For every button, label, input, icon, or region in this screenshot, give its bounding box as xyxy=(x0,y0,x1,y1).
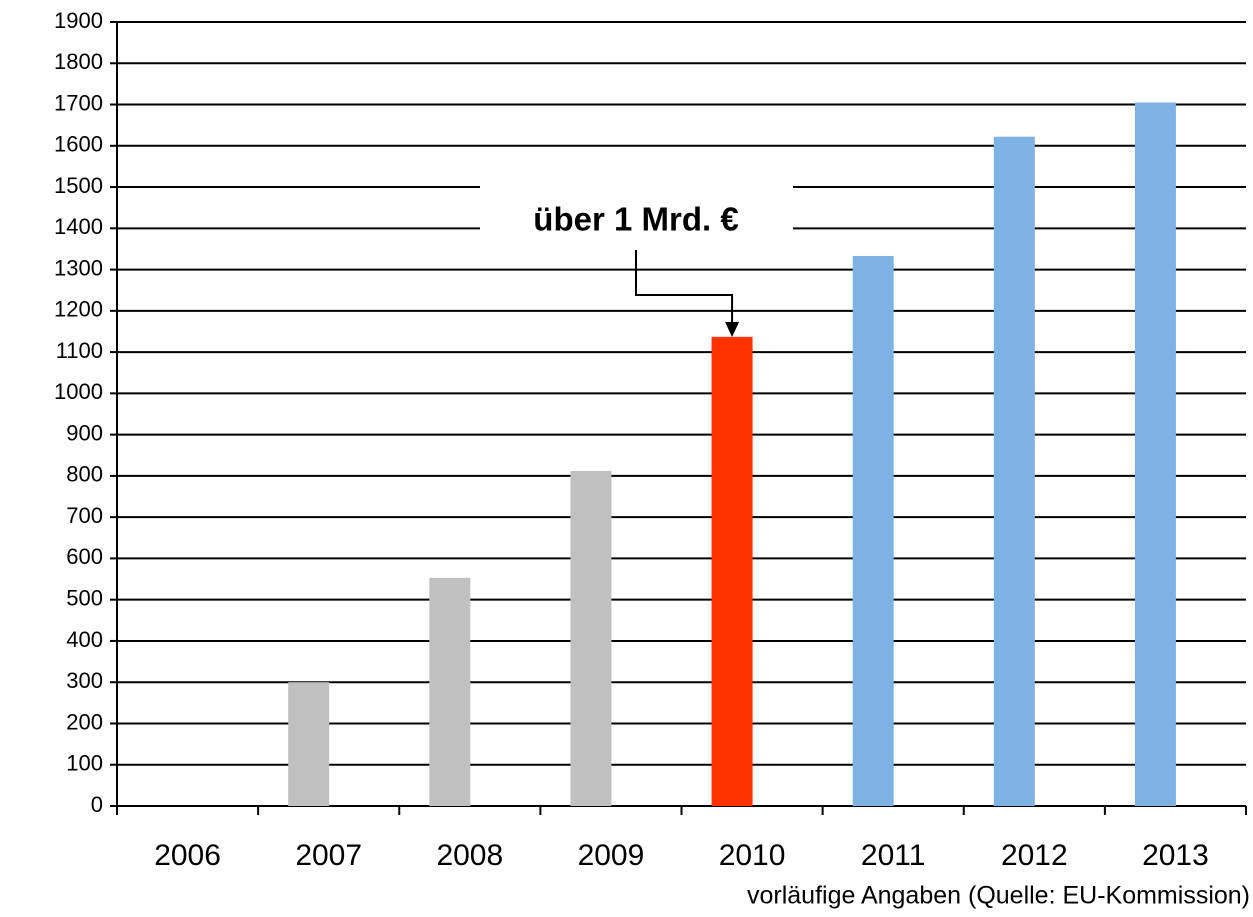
y-tick-label: 1300 xyxy=(54,255,103,280)
y-tick-label: 300 xyxy=(66,668,103,693)
y-tick-label: 1800 xyxy=(54,49,103,74)
y-tick-label: 1100 xyxy=(56,338,103,363)
bar xyxy=(1134,102,1176,807)
x-tick-label: 2006 xyxy=(154,839,221,872)
y-tick-label: 700 xyxy=(66,503,103,528)
annotation-arrow xyxy=(635,250,734,325)
y-tick-label: 100 xyxy=(66,751,103,776)
x-tick-label: 2010 xyxy=(719,839,786,872)
annotation-box xyxy=(480,186,793,260)
bar xyxy=(288,682,330,806)
y-tick-label: 500 xyxy=(66,585,103,610)
y-tick-label: 1600 xyxy=(54,132,103,157)
x-tick-label: 2009 xyxy=(578,839,645,872)
bar xyxy=(570,470,612,806)
x-tick-label: 2007 xyxy=(295,839,362,872)
y-tick-label: 200 xyxy=(66,709,103,734)
source-note: vorläufige Angaben (Quelle: EU-Kommissio… xyxy=(747,882,1250,910)
y-tick-label: 600 xyxy=(66,544,103,569)
annotation: über 1 Mrd. € xyxy=(533,201,738,238)
y-tick-label: 1200 xyxy=(54,297,103,322)
y-tick-label: 1700 xyxy=(54,90,103,115)
x-tick-label: 2008 xyxy=(436,839,503,872)
y-tick-label: 900 xyxy=(66,420,103,445)
x-tick-label: 2013 xyxy=(1142,839,1209,872)
y-tick-label: 1000 xyxy=(54,379,103,404)
y-tick-label: 800 xyxy=(66,462,103,487)
x-tick-label: 2012 xyxy=(1001,839,1068,872)
y-tick-label: 400 xyxy=(66,627,103,652)
y-tick-label: 1900 xyxy=(54,8,103,33)
y-tick-label: 1500 xyxy=(54,173,103,198)
y-tick-label: 0 xyxy=(91,792,103,817)
bar xyxy=(852,255,894,807)
bar xyxy=(711,336,753,806)
bar xyxy=(993,136,1035,807)
y-tick-label: 1400 xyxy=(54,214,103,239)
arrow-head xyxy=(725,322,740,337)
bar xyxy=(429,577,471,806)
x-tick-label: 2011 xyxy=(861,839,926,872)
